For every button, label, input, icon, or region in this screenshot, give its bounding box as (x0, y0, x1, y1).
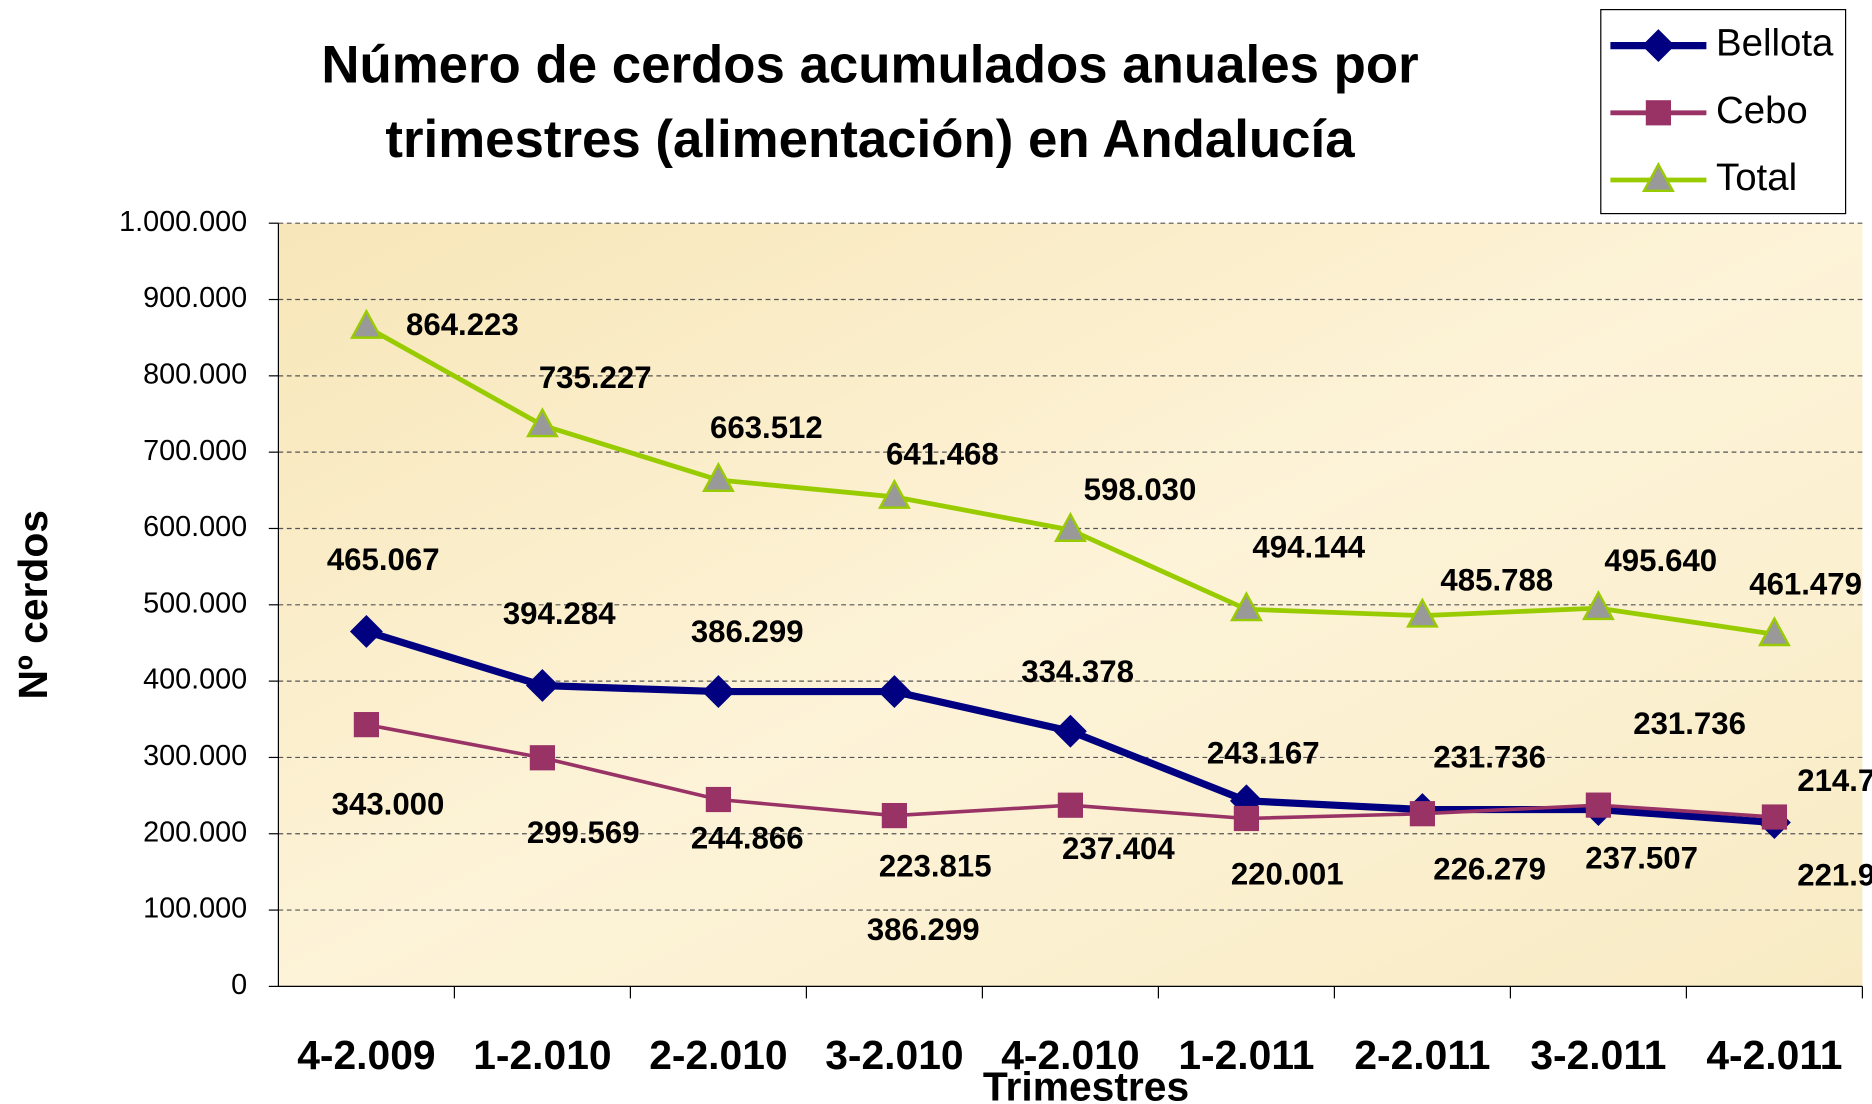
data-label: 485.788 (1440, 562, 1553, 597)
marker (529, 745, 555, 771)
data-label: 598.030 (1084, 472, 1197, 507)
data-label: 494.144 (1252, 530, 1365, 565)
data-label: 461.479 (1749, 566, 1862, 601)
marker (1641, 29, 1675, 63)
x-tick-label: 3-2.010 (825, 1032, 963, 1078)
marker (349, 615, 383, 648)
y-tick-label: 900.000 (143, 282, 247, 314)
data-label: 214.716 (1797, 763, 1872, 798)
marker (1229, 591, 1263, 622)
marker (1233, 805, 1259, 832)
marker (877, 478, 911, 509)
marker (1757, 616, 1791, 647)
legend-label: Total (1716, 156, 1797, 199)
marker (1761, 804, 1787, 830)
y-tick-label: 300.000 (143, 740, 247, 772)
data-label: 231.736 (1433, 739, 1546, 774)
x-tick-label: 4-2.009 (297, 1032, 435, 1078)
y-tick-label: 700.000 (143, 435, 247, 467)
x-axis-label: Trimestres (983, 1063, 1189, 1104)
data-label: 237.404 (1062, 831, 1175, 866)
data-label: 386.299 (691, 614, 804, 649)
data-label: 641.468 (886, 436, 999, 471)
x-tick-label: 3-2.011 (1530, 1032, 1666, 1078)
data-label: 465.067 (327, 542, 440, 577)
data-label: 663.512 (710, 410, 823, 445)
marker (1053, 714, 1087, 748)
marker (525, 407, 559, 438)
y-tick-label: 400.000 (143, 664, 247, 696)
marker (1581, 590, 1615, 621)
y-tick-label: 600.000 (143, 511, 247, 543)
data-label: 244.866 (691, 821, 804, 856)
y-tick-label: 500.000 (143, 587, 247, 619)
marker (349, 308, 383, 339)
legend-label: Cebo (1716, 89, 1808, 132)
data-label: 386.299 (867, 912, 980, 947)
title-line: trimestres (alimentación) en Andalucía (385, 110, 1355, 169)
title-line: Número de cerdos acumulados anuales por (321, 35, 1418, 94)
data-label: 221.924 (1797, 857, 1872, 892)
x-tick-label: 4-2.010 (1001, 1032, 1139, 1078)
marker (525, 669, 559, 702)
marker (877, 675, 911, 709)
legend-label: Bellota (1716, 22, 1834, 65)
y-axis-label: Nº cerdos (10, 510, 56, 699)
marker (881, 802, 907, 829)
x-tick-label: 1-2.011 (1178, 1032, 1314, 1078)
data-label: 226.279 (1433, 852, 1546, 887)
data-label: 231.736 (1633, 706, 1746, 741)
data-label: 220.001 (1231, 856, 1344, 891)
marker (701, 675, 735, 709)
marker (1409, 801, 1436, 827)
data-label: 864.223 (406, 307, 519, 342)
y-tick-label: 100.000 (143, 893, 247, 925)
data-label: 299.569 (527, 815, 640, 850)
y-tick-label: 800.000 (143, 358, 247, 390)
marker (1645, 100, 1671, 126)
marker (1053, 511, 1087, 542)
data-label: 237.507 (1585, 841, 1698, 876)
marker (1585, 792, 1611, 818)
marker (705, 786, 732, 813)
data-label: 735.227 (539, 360, 652, 395)
marker (1641, 161, 1675, 192)
data-label: 394.284 (503, 596, 616, 631)
marker (701, 461, 735, 493)
marker (1057, 792, 1083, 818)
x-tick-label: 1-2.010 (473, 1032, 611, 1078)
x-tick-label: 4-2.011 (1706, 1032, 1842, 1078)
y-tick-label: 0 (231, 969, 247, 1001)
data-label: 495.640 (1604, 543, 1717, 578)
data-label: 223.815 (879, 849, 992, 884)
data-label: 343.000 (332, 786, 445, 821)
x-tick-label: 2-2.010 (649, 1032, 787, 1078)
data-label: 243.167 (1207, 735, 1320, 770)
y-tick-label: 200.000 (143, 816, 247, 848)
y-tick-label: 1.000.000 (119, 206, 247, 238)
marker (1405, 597, 1439, 628)
chart-title: Número de cerdos acumulados anuales por t… (321, 35, 1418, 168)
marker (353, 712, 380, 738)
x-tick-label: 2-2.011 (1354, 1032, 1490, 1078)
data-label: 334.378 (1021, 654, 1134, 689)
